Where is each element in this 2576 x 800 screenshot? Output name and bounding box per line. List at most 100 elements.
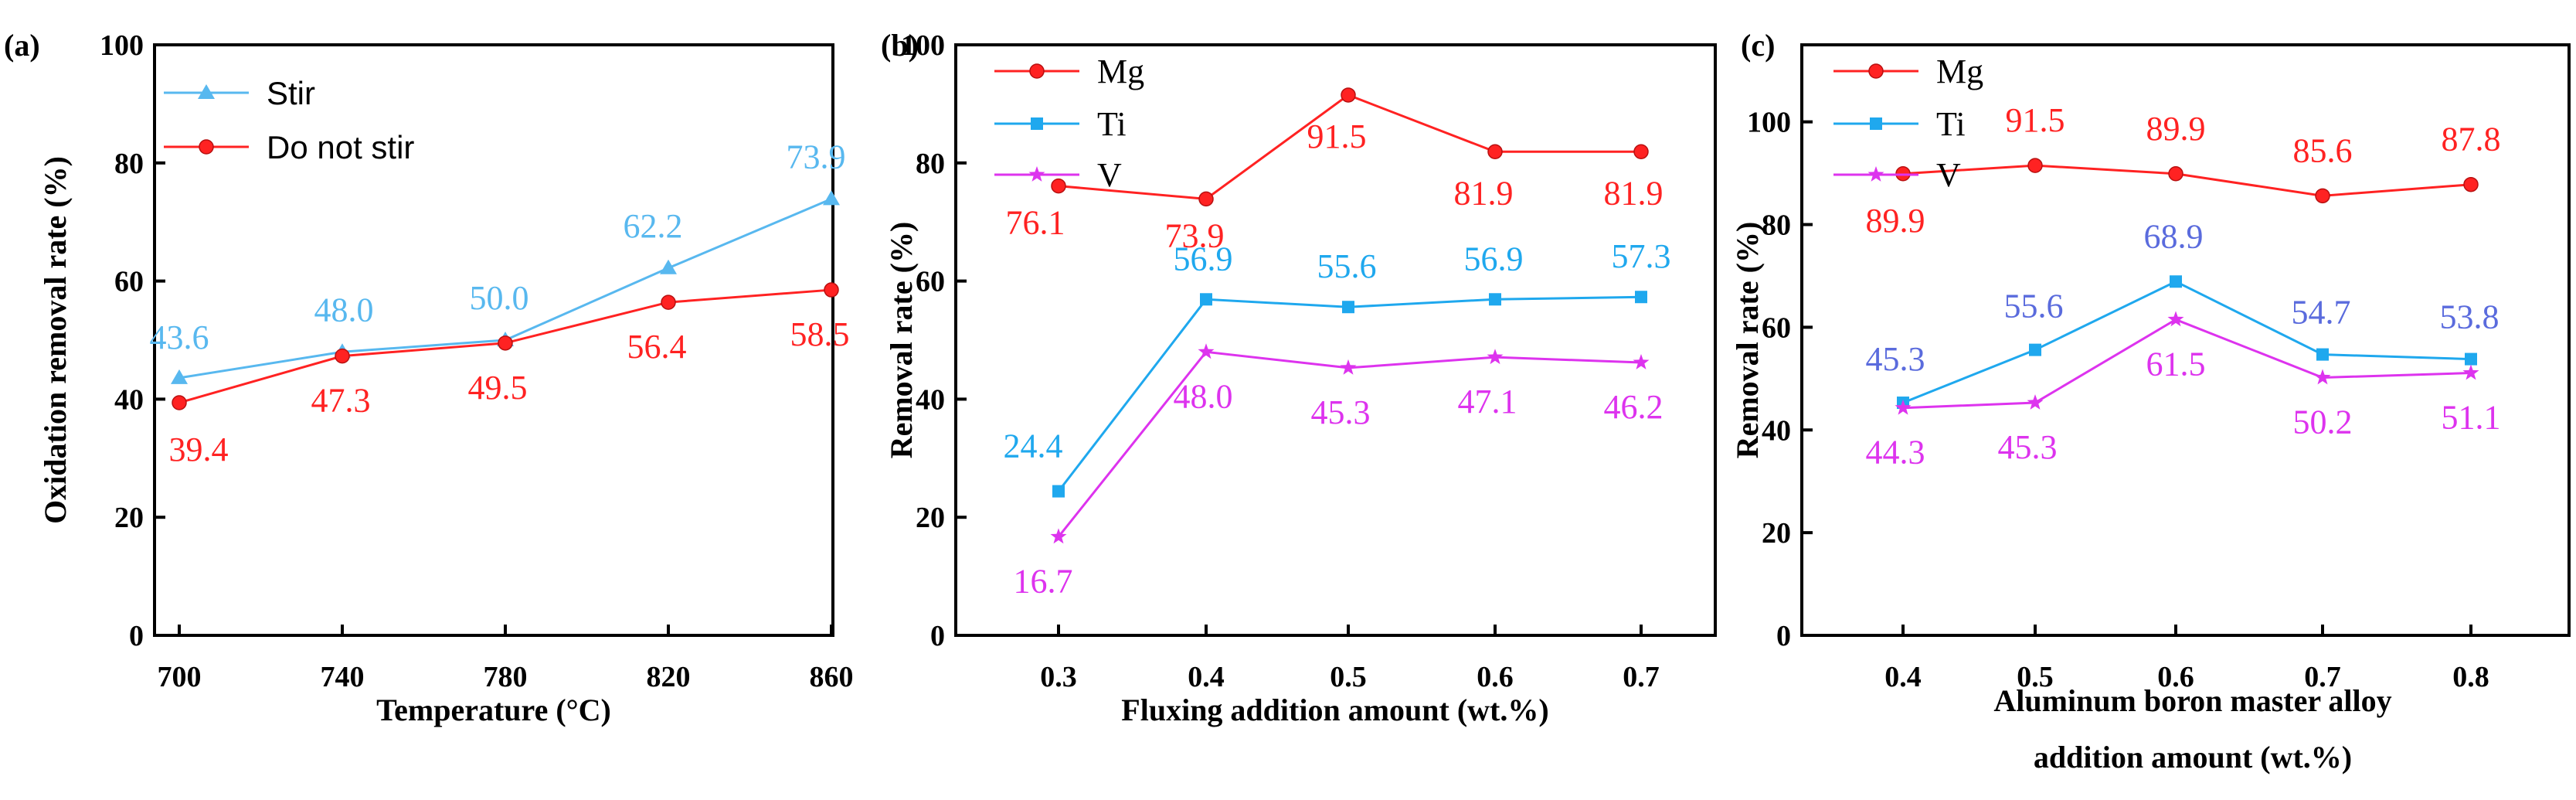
y-tick-label: 20 [114,502,144,534]
data-point-square [2465,352,2477,366]
data-point-circle [2463,176,2479,192]
data-point-square [1052,485,1065,498]
data-point-square [1342,301,1354,314]
legend-marker-circle [1868,63,1884,79]
plot-frame [954,43,1717,637]
data-label: 56.4 [627,328,687,366]
panel-label: (a) [4,28,40,63]
y-tick-label: 40 [114,383,144,416]
x-axis-title: Fluxing addition amount (wt.%) [1121,693,1548,727]
data-point-square [2170,275,2182,288]
legend: Mg Ti V [994,53,1144,194]
x-axis-title: Temperature (°C) [376,693,611,727]
y-tick-label: 0 [129,620,144,652]
data-point-star [1633,354,1650,369]
data-point-square [2316,348,2329,361]
data-label: 89.9 [1866,202,1925,240]
data-label: 51.1 [2442,399,2501,437]
legend-marker-circle [1029,63,1045,79]
data-label: 91.5 [2006,101,2065,139]
data-label: 73.9 [1165,216,1225,254]
data-point-star [2167,311,2184,327]
y-tick-label: 80 [1762,209,1791,242]
y-tick-label: 100 [1747,107,1791,139]
y-tick-label: 20 [1762,517,1791,550]
data-label: 57.3 [1612,237,1671,275]
data-label: 53.8 [2440,298,2500,336]
legend-marker-square [1870,117,1882,130]
x-tick-label: 780 [484,661,528,693]
data-label: 87.8 [2442,121,2501,158]
data-point-star [1895,399,1912,415]
data-point-star [2462,364,2479,380]
data-point-star [2314,369,2331,385]
x-tick-label: 700 [158,661,202,693]
legend: Mg Ti V [1833,53,1983,194]
data-label: 68.9 [2144,217,2204,255]
data-point-circle [1051,178,1066,194]
legend-marker-star [1867,166,1884,182]
data-label: 58.5 [790,315,850,353]
x-tick-label: 0.6 [2157,661,2194,693]
panel-label: (c) [1741,28,1775,63]
y-tick-label: 40 [1762,414,1791,447]
y-tick-label: 60 [1762,311,1791,344]
x-tick-label: 0.5 [1330,661,1367,693]
data-label: 43.6 [150,318,209,356]
legend-label: V [1097,156,1122,194]
data-label: 85.6 [2293,131,2353,169]
chart-panel-a: 0 20 40 60 80 100 700 740 780 820 860 (a) Temperatur… [4,28,854,727]
x-tick-label: 860 [810,661,854,693]
x-tick-label: 0.8 [2452,661,2489,693]
data-point-circle [2315,188,2330,204]
data-point-star [1487,349,1504,365]
data-label: 50.0 [470,279,529,317]
data-label: 76.1 [1006,204,1065,242]
data-label: 73.9 [787,138,846,175]
data-label: 45.3 [1866,340,1925,378]
y-tick-label: 100 [100,29,144,62]
x-tick-label: 0.7 [1623,661,1660,693]
data-point-circle [1487,144,1503,160]
data-point-circle [1633,144,1649,160]
legend-marker-triangle [198,84,215,99]
data-point-circle [2027,158,2043,173]
data-point-circle [661,294,676,310]
legend-label: Ti [1936,105,1966,143]
data-label: 48.0 [314,291,374,329]
data-label: 46.2 [1604,388,1664,426]
data-label: 50.2 [2293,403,2353,441]
data-label: 55.6 [1317,247,1377,285]
data-label: 54.7 [2292,294,2351,332]
data-label: 48.0 [1174,377,1233,415]
x-axis-title-line-1: Aluminum boron master alloy [1993,683,2391,718]
data-point-star [1050,528,1067,544]
data-point-circle [2168,166,2183,182]
data-point-square [1489,293,1501,306]
data-label: 45.3 [1998,428,2058,466]
data-point-circle [335,348,350,364]
panel-label: (b) [881,28,919,63]
data-point-star [2027,394,2044,410]
legend-label: Ti [1097,105,1127,143]
data-label: 47.1 [1458,383,1517,420]
plot-frame [1800,43,2571,637]
data-point-star [1340,359,1357,375]
data-point-star [1198,343,1215,359]
y-tick-label: 60 [916,266,945,298]
legend-label: Mg [1936,53,1983,90]
series-v: 16.7 48.0 45.3 47.1 46.2 [1014,343,1664,600]
data-point-circle [1198,191,1214,207]
data-label: 39.4 [169,431,229,468]
data-point-triangle [823,190,840,206]
x-tick-label: 820 [647,661,691,693]
y-tick-label: 40 [916,383,945,416]
legend-label: V [1936,156,1961,194]
legend: Stir Do not stir [164,75,414,165]
data-label: 45.3 [1311,393,1371,431]
y-axis-title: Removal rate (%) [884,222,919,459]
x-axis-title-line-2: addition amount (wt.%) [2034,740,2352,774]
data-label: 44.3 [1866,434,1925,471]
data-point-circle [1341,87,1356,103]
x-tick-label: 0.3 [1040,661,1077,693]
